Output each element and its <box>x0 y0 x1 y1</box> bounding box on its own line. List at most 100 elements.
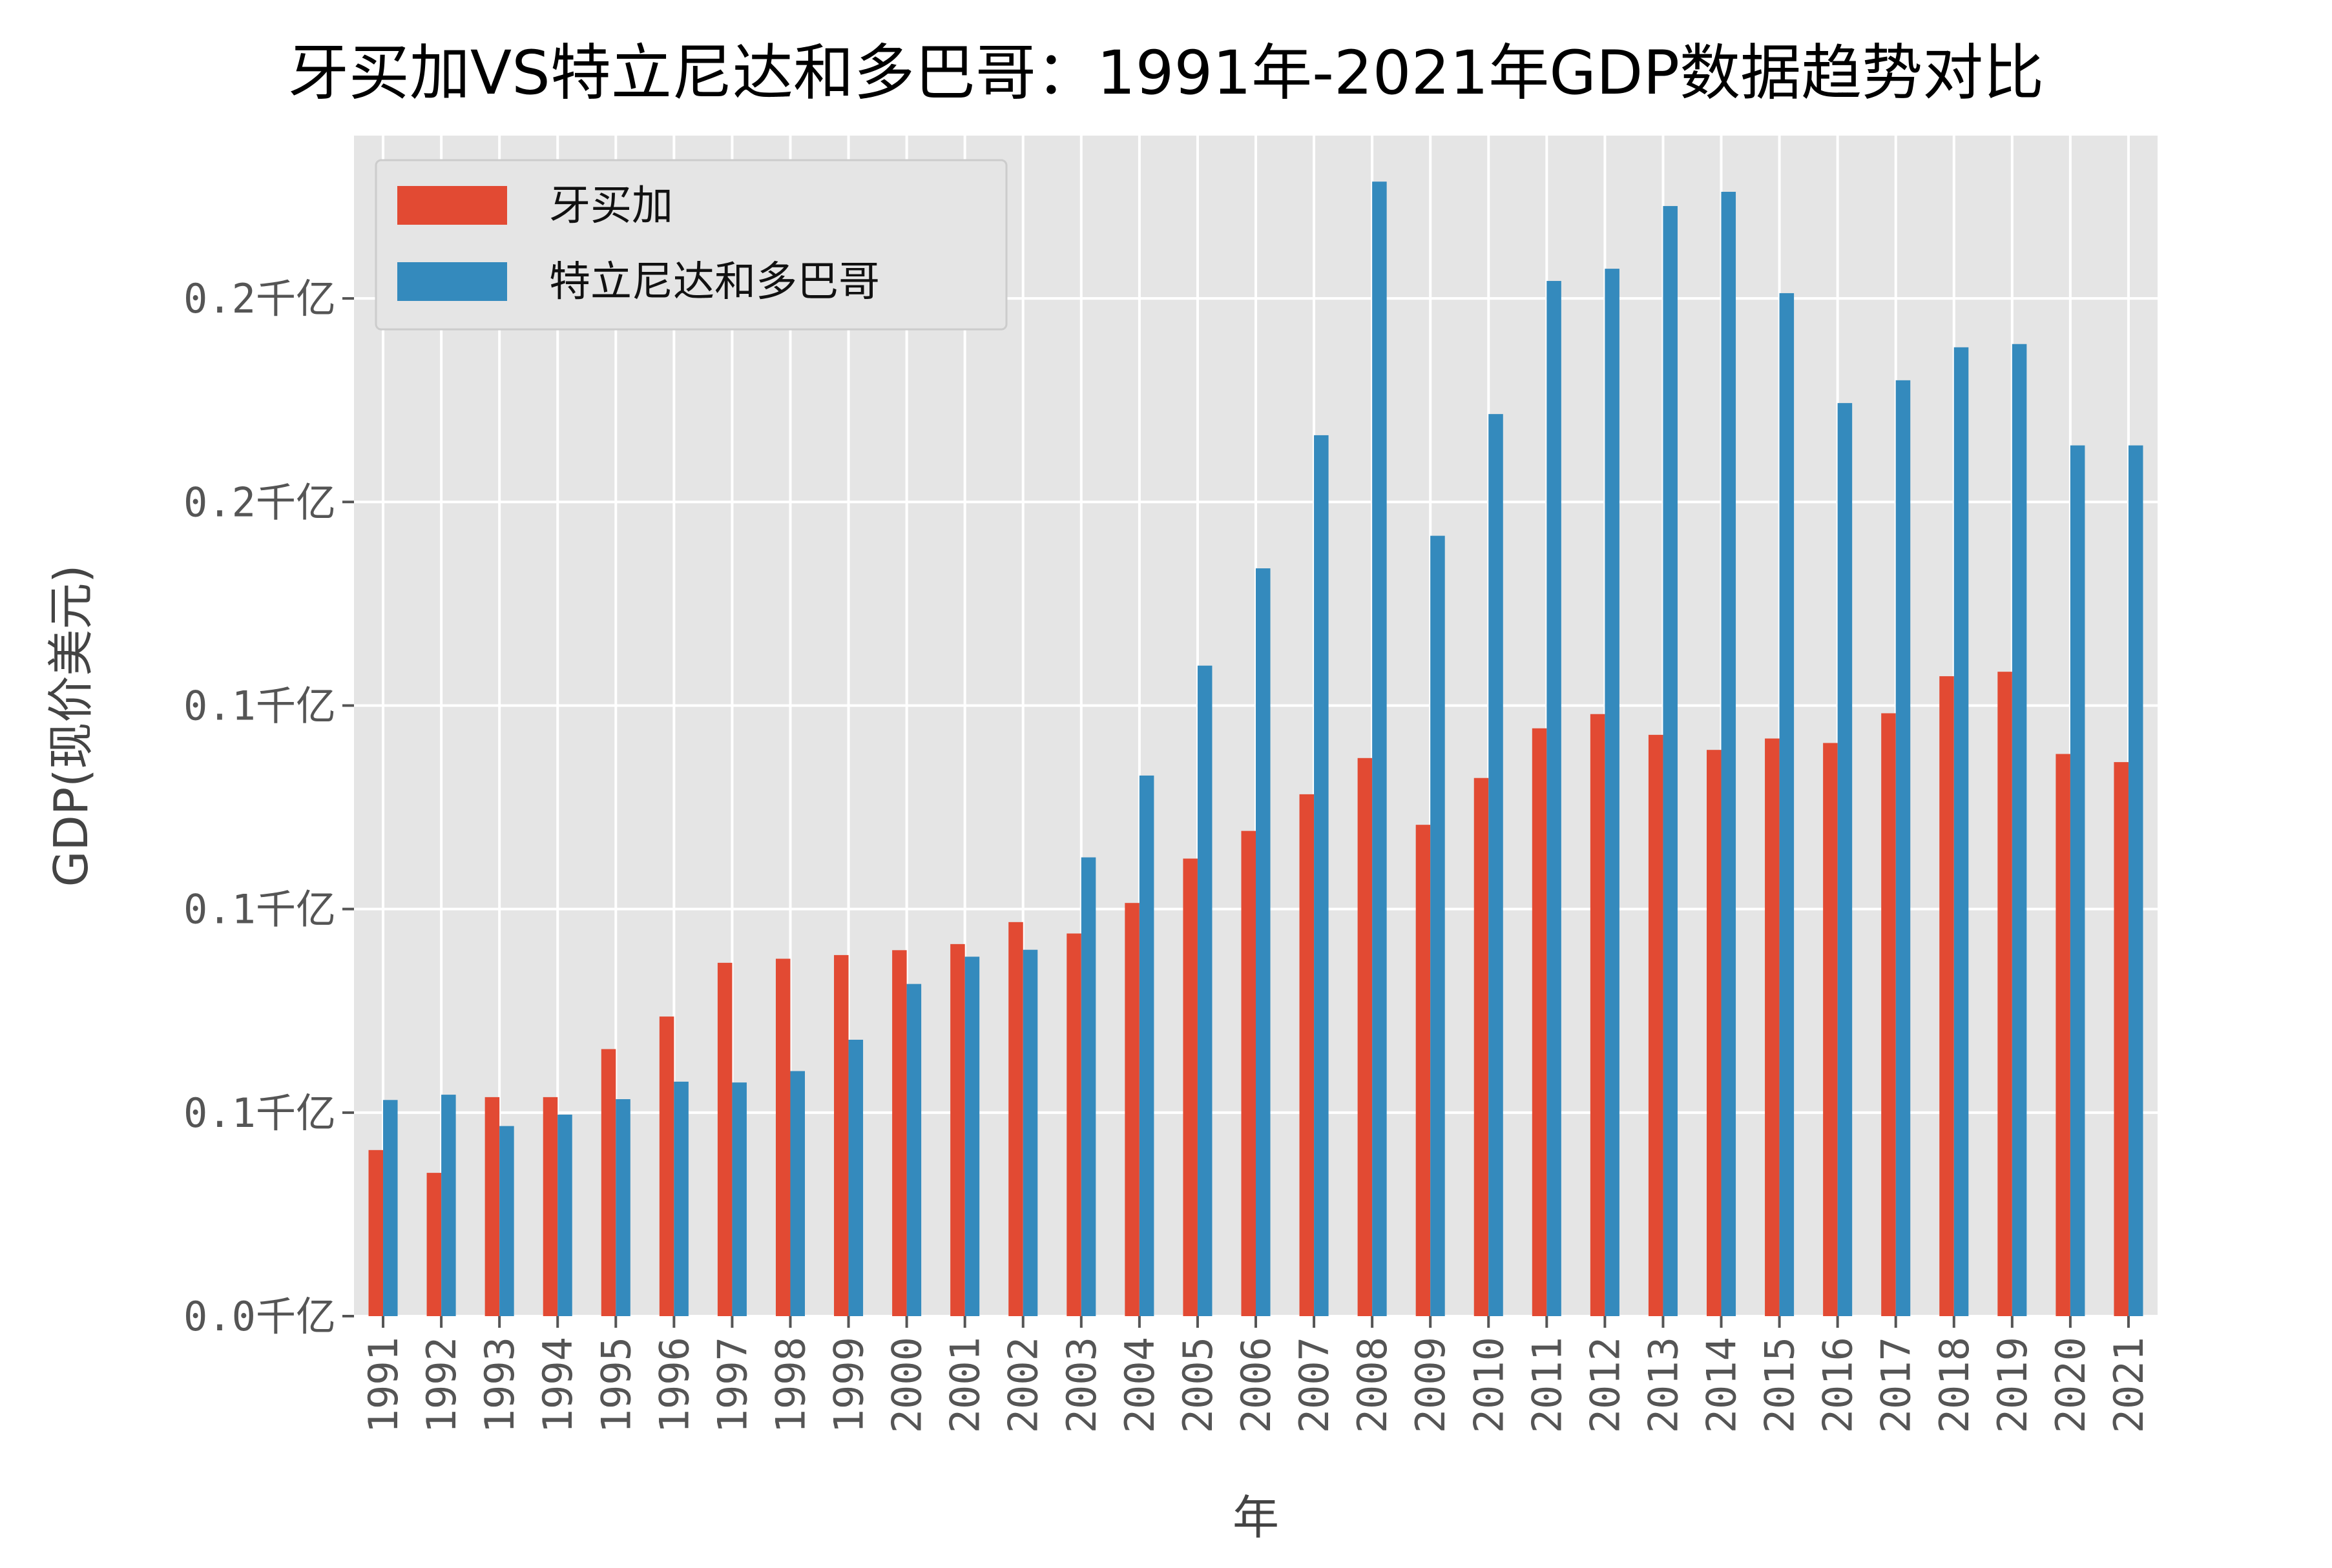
bar-jamaica-1991 <box>368 1150 384 1316</box>
bar-trinidad-and-tobago-2003 <box>1081 857 1096 1316</box>
bar-trinidad-and-tobago-1992 <box>441 1095 456 1316</box>
x-tick-label: 2007 <box>1291 1337 1338 1433</box>
x-tick-label: 2015 <box>1756 1337 1804 1433</box>
bar-trinidad-and-tobago-2019 <box>2012 344 2027 1316</box>
bar-trinidad-and-tobago-2020 <box>2070 445 2085 1317</box>
x-tick-label: 2016 <box>1815 1337 1862 1433</box>
bar-jamaica-2006 <box>1241 830 1256 1316</box>
x-tick-label: 1995 <box>592 1337 640 1433</box>
bar-jamaica-1995 <box>601 1049 616 1316</box>
y-tick-label: 0.1千亿 <box>183 886 336 933</box>
x-tick-label: 2020 <box>2047 1337 2094 1433</box>
x-tick-label: 2019 <box>1989 1337 2036 1433</box>
x-tick-label: 1994 <box>534 1337 581 1433</box>
y-axis-label: GDP(现价美元) <box>44 565 98 887</box>
bar-jamaica-2003 <box>1067 933 1081 1316</box>
bar-trinidad-and-tobago-2015 <box>1779 293 1795 1316</box>
bar-trinidad-and-tobago-2017 <box>1895 380 1911 1317</box>
bar-trinidad-and-tobago-1997 <box>732 1082 747 1316</box>
bar-jamaica-2020 <box>2056 754 2070 1316</box>
bar-jamaica-2014 <box>1707 750 1722 1316</box>
x-tick-label: 1991 <box>360 1337 407 1433</box>
bars <box>368 181 2143 1317</box>
bar-jamaica-1996 <box>659 1016 674 1316</box>
bar-trinidad-and-tobago-1993 <box>499 1126 514 1316</box>
bar-jamaica-2001 <box>950 944 965 1316</box>
x-tick-label: 2004 <box>1116 1337 1163 1433</box>
bar-jamaica-2019 <box>1997 672 2012 1316</box>
x-tick-label: 2005 <box>1174 1337 1222 1433</box>
x-tick-label: 1993 <box>476 1337 523 1433</box>
x-axis-label: 年 <box>1233 1491 1279 1545</box>
bar-trinidad-and-tobago-2001 <box>964 956 980 1316</box>
bar-jamaica-1997 <box>717 962 733 1316</box>
y-tick-label: 0.1千亿 <box>183 1089 336 1137</box>
bar-trinidad-and-tobago-2002 <box>1023 949 1038 1316</box>
bar-trinidad-and-tobago-2010 <box>1488 414 1503 1316</box>
x-tick-label: 1996 <box>651 1337 698 1433</box>
bar-trinidad-and-tobago-2000 <box>906 984 922 1316</box>
bar-trinidad-and-tobago-2021 <box>2128 445 2143 1317</box>
y-axis-ticks: 0.0千亿 0.1千亿 0.1千亿 0.1千亿 0.2千亿 0.2千亿 <box>183 275 354 1340</box>
legend-swatch-jamaica <box>397 186 507 225</box>
bar-trinidad-and-tobago-1996 <box>674 1081 689 1316</box>
bar-jamaica-1992 <box>426 1173 442 1316</box>
bar-trinidad-and-tobago-2004 <box>1139 775 1154 1316</box>
chart-title: 牙买加VS特立尼达和多巴哥：1991年-2021年GDP数据趋势对比 <box>288 38 2044 108</box>
y-tick-label: 0.2千亿 <box>183 275 336 322</box>
x-tick-label: 2002 <box>1000 1337 1047 1433</box>
bar-trinidad-and-tobago-1999 <box>848 1039 864 1316</box>
bar-jamaica-2007 <box>1299 794 1315 1316</box>
x-tick-label: 1997 <box>709 1337 756 1433</box>
x-tick-label: 2000 <box>884 1337 931 1433</box>
bar-trinidad-and-tobago-1998 <box>790 1071 805 1316</box>
x-tick-label: 2021 <box>2105 1337 2152 1433</box>
bar-jamaica-2016 <box>1823 743 1838 1316</box>
bar-jamaica-1994 <box>543 1097 558 1316</box>
x-tick-label: 2012 <box>1581 1337 1629 1433</box>
bar-jamaica-2005 <box>1183 858 1198 1316</box>
x-tick-label: 2003 <box>1058 1337 1105 1433</box>
x-tick-label: 2008 <box>1349 1337 1396 1433</box>
bar-trinidad-and-tobago-2008 <box>1372 181 1387 1316</box>
x-tick-label: 2017 <box>1873 1337 1920 1433</box>
x-tick-label: 2006 <box>1233 1337 1280 1433</box>
bar-jamaica-1999 <box>834 954 849 1316</box>
bar-trinidad-and-tobago-1991 <box>383 1100 398 1316</box>
bar-jamaica-2015 <box>1765 738 1780 1316</box>
x-axis-ticks: 1991 1992 1993 1994 1995 1996 1997 1998 1999 2000… <box>360 1316 2152 1433</box>
x-tick-label: 2011 <box>1523 1337 1570 1433</box>
bar-trinidad-and-tobago-2018 <box>1953 347 1969 1316</box>
bar-jamaica-2004 <box>1125 903 1140 1316</box>
bar-trinidad-and-tobago-1994 <box>557 1114 572 1316</box>
x-tick-label: 2010 <box>1465 1337 1512 1433</box>
bar-jamaica-2018 <box>1939 676 1954 1316</box>
bar-trinidad-and-tobago-2011 <box>1546 281 1561 1317</box>
x-tick-label: 2018 <box>1931 1337 1978 1433</box>
bar-jamaica-2000 <box>892 950 907 1316</box>
bar-jamaica-2012 <box>1590 714 1605 1316</box>
x-tick-label: 2013 <box>1640 1337 1687 1433</box>
x-tick-label: 2009 <box>1407 1337 1454 1433</box>
bar-jamaica-1993 <box>484 1097 500 1316</box>
x-tick-label: 2001 <box>942 1337 989 1433</box>
bar-jamaica-2002 <box>1008 922 1023 1316</box>
bar-trinidad-and-tobago-2009 <box>1430 535 1445 1317</box>
bar-trinidad-and-tobago-2006 <box>1256 568 1271 1316</box>
bar-jamaica-2008 <box>1357 758 1373 1316</box>
bar-trinidad-and-tobago-2013 <box>1663 206 1678 1316</box>
y-tick-label: 0.2千亿 <box>183 479 336 526</box>
x-tick-label: 1992 <box>418 1337 465 1433</box>
y-tick-label: 0.0千亿 <box>183 1293 336 1340</box>
bar-jamaica-2011 <box>1532 728 1547 1316</box>
bar-jamaica-2013 <box>1648 734 1663 1316</box>
legend-swatch-trinidad-and-tobago <box>397 262 507 301</box>
bar-jamaica-1998 <box>775 958 791 1316</box>
bar-trinidad-and-tobago-2012 <box>1605 269 1619 1316</box>
x-tick-label: 1999 <box>826 1337 873 1433</box>
bar-jamaica-2017 <box>1881 713 1896 1316</box>
bar-jamaica-2009 <box>1415 825 1431 1316</box>
bar-trinidad-and-tobago-1995 <box>616 1099 630 1316</box>
x-tick-label: 2014 <box>1698 1337 1745 1433</box>
bar-jamaica-2021 <box>2114 762 2129 1316</box>
